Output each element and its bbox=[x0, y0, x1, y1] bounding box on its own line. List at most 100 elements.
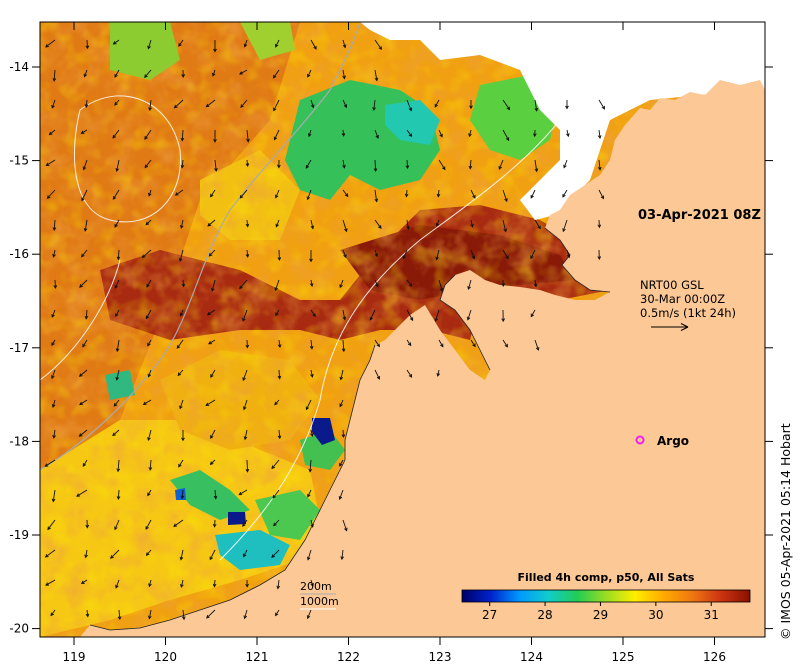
current-vector bbox=[240, 99, 248, 108]
current-vector-head bbox=[506, 106, 511, 111]
current-vector-head bbox=[472, 343, 476, 348]
current-vector bbox=[434, 99, 440, 108]
current-vector-head bbox=[146, 283, 150, 288]
current-vector-head bbox=[597, 166, 602, 171]
current-time-label: 30-Mar 00:00Z bbox=[640, 292, 725, 306]
current-vector-head bbox=[471, 255, 476, 260]
colorbar-tick-label: 29 bbox=[593, 608, 608, 622]
current-vector-head bbox=[142, 401, 147, 405]
current-vector-head bbox=[434, 318, 438, 323]
current-vector bbox=[79, 279, 88, 288]
current-vector-head bbox=[308, 468, 313, 473]
sst-green-top bbox=[110, 22, 180, 80]
land-mask bbox=[80, 80, 765, 637]
current-vector-head bbox=[307, 493, 311, 498]
current-vector bbox=[45, 549, 56, 558]
current-vector bbox=[342, 189, 349, 197]
current-vector-head bbox=[375, 135, 379, 139]
current-vector bbox=[114, 99, 120, 106]
current-vector bbox=[470, 339, 476, 347]
current-vector bbox=[502, 219, 507, 232]
current-vector-head bbox=[51, 375, 55, 380]
current-vector bbox=[53, 69, 56, 82]
current-vector bbox=[243, 399, 248, 410]
current-vector-head bbox=[273, 522, 277, 527]
current-vector-head bbox=[80, 253, 85, 258]
scale-arrow bbox=[651, 323, 689, 331]
current-vector-head bbox=[273, 107, 277, 112]
current-vector-head bbox=[498, 166, 502, 170]
current-vector bbox=[207, 309, 216, 316]
current-vector-head bbox=[243, 436, 248, 441]
current-vector bbox=[374, 129, 379, 139]
current-vector bbox=[53, 219, 56, 231]
current-vector-head bbox=[309, 283, 314, 288]
current-vector bbox=[180, 549, 184, 560]
current-vector bbox=[181, 129, 184, 141]
current-vector bbox=[148, 609, 152, 619]
current-vector bbox=[374, 249, 378, 257]
lat-tick-label: -19 bbox=[9, 528, 29, 542]
current-vector-head bbox=[563, 164, 567, 169]
current-vector bbox=[310, 309, 316, 317]
current-vector bbox=[246, 219, 249, 227]
lon-tick-label: 122 bbox=[337, 650, 360, 664]
current-vector-head bbox=[50, 612, 54, 617]
current-vector bbox=[502, 189, 508, 202]
current-vector-head bbox=[245, 163, 250, 168]
current-vector-head bbox=[115, 313, 119, 318]
current-vector bbox=[81, 579, 88, 584]
current-vector bbox=[116, 369, 120, 380]
current-vector bbox=[309, 459, 312, 472]
current-vector bbox=[406, 279, 413, 287]
current-vector bbox=[271, 459, 280, 469]
current-vector-head bbox=[566, 254, 571, 259]
current-vector-head bbox=[45, 582, 49, 586]
current-vector-head bbox=[501, 318, 505, 323]
current-vector bbox=[310, 279, 313, 287]
current-vector bbox=[181, 159, 184, 168]
current-vector bbox=[49, 129, 56, 136]
colorbar: Filled 4h comp, p50, All Sats 27 28 29 30 31 bbox=[461, 571, 751, 622]
current-vector-head bbox=[212, 72, 216, 77]
current-vector-head bbox=[344, 527, 348, 532]
current-vector bbox=[112, 429, 120, 436]
current-vector-head bbox=[342, 44, 347, 49]
current-vector-head bbox=[144, 136, 148, 140]
credit-text: IMOS 05-Apr-2021 05:14 Hobart bbox=[778, 423, 793, 624]
current-vector-head bbox=[344, 228, 348, 233]
current-vector-head bbox=[408, 107, 413, 112]
current-vector-head bbox=[374, 77, 379, 82]
current-vector bbox=[85, 99, 88, 108]
current-vector-head bbox=[208, 252, 213, 257]
current-vector bbox=[239, 189, 248, 199]
current-vector-head bbox=[275, 223, 279, 228]
current-vector bbox=[45, 39, 56, 48]
current-vector-head bbox=[85, 45, 90, 50]
current-vector-head bbox=[52, 253, 56, 258]
vector-scale-label: 0.5m/s (1kt 24h) bbox=[640, 306, 736, 320]
current-vector-head bbox=[51, 342, 55, 347]
current-vector bbox=[274, 399, 280, 405]
current-vector bbox=[117, 459, 120, 472]
lon-tick-label: 119 bbox=[63, 650, 86, 664]
current-vector bbox=[342, 429, 345, 438]
isobath-1000m bbox=[40, 29, 621, 561]
isobath-1000m-label: 1000m bbox=[300, 595, 339, 608]
argo-float-marker bbox=[635, 435, 645, 445]
current-vector bbox=[468, 129, 472, 137]
current-vector bbox=[51, 339, 56, 346]
current-vector-head bbox=[180, 164, 185, 169]
current-vector bbox=[310, 579, 314, 587]
current-vector bbox=[307, 549, 312, 560]
current-vector bbox=[305, 159, 312, 169]
colorbar-tick-label: 27 bbox=[482, 608, 497, 622]
current-vector bbox=[502, 249, 509, 259]
current-vector-head bbox=[342, 75, 346, 80]
current-vector bbox=[52, 489, 56, 502]
current-vector-head bbox=[340, 556, 344, 561]
current-vector bbox=[51, 369, 56, 379]
current-vector bbox=[208, 339, 216, 345]
current-vector-head bbox=[339, 462, 343, 467]
current-vector bbox=[174, 99, 184, 109]
